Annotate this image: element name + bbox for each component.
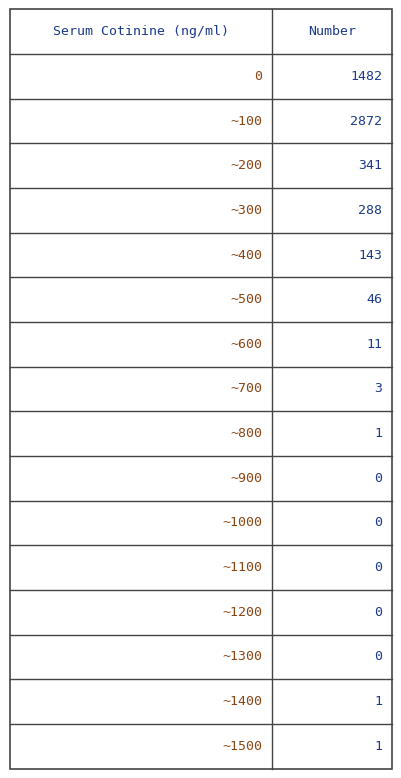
Text: 1: 1	[373, 696, 381, 708]
Text: ~1000: ~1000	[221, 517, 261, 530]
Text: 0: 0	[373, 606, 381, 619]
Text: ~1300: ~1300	[221, 650, 261, 664]
Text: 341: 341	[358, 159, 381, 172]
Text: ~500: ~500	[229, 293, 261, 307]
Text: ~1100: ~1100	[221, 561, 261, 574]
Text: ~900: ~900	[229, 471, 261, 485]
Text: 3: 3	[373, 383, 381, 395]
Text: ~1200: ~1200	[221, 606, 261, 619]
Text: 0: 0	[373, 471, 381, 485]
Text: ~400: ~400	[229, 248, 261, 261]
Text: 0: 0	[373, 561, 381, 574]
Text: 0: 0	[373, 517, 381, 530]
Text: 1: 1	[373, 427, 381, 440]
Text: ~700: ~700	[229, 383, 261, 395]
Text: 11: 11	[365, 338, 381, 351]
Text: 2872: 2872	[350, 114, 381, 128]
Text: ~100: ~100	[229, 114, 261, 128]
Text: ~800: ~800	[229, 427, 261, 440]
Text: Serum Cotinine (ng/ml): Serum Cotinine (ng/ml)	[53, 25, 228, 38]
Text: 1: 1	[373, 740, 381, 753]
Text: 1482: 1482	[350, 70, 381, 82]
Text: 143: 143	[358, 248, 381, 261]
Text: ~1400: ~1400	[221, 696, 261, 708]
Text: ~200: ~200	[229, 159, 261, 172]
Text: 0: 0	[373, 650, 381, 664]
Text: 46: 46	[365, 293, 381, 307]
Text: 0: 0	[253, 70, 261, 82]
Text: ~300: ~300	[229, 204, 261, 217]
Text: 288: 288	[358, 204, 381, 217]
Text: Number: Number	[307, 25, 355, 38]
Text: ~600: ~600	[229, 338, 261, 351]
Text: ~1500: ~1500	[221, 740, 261, 753]
